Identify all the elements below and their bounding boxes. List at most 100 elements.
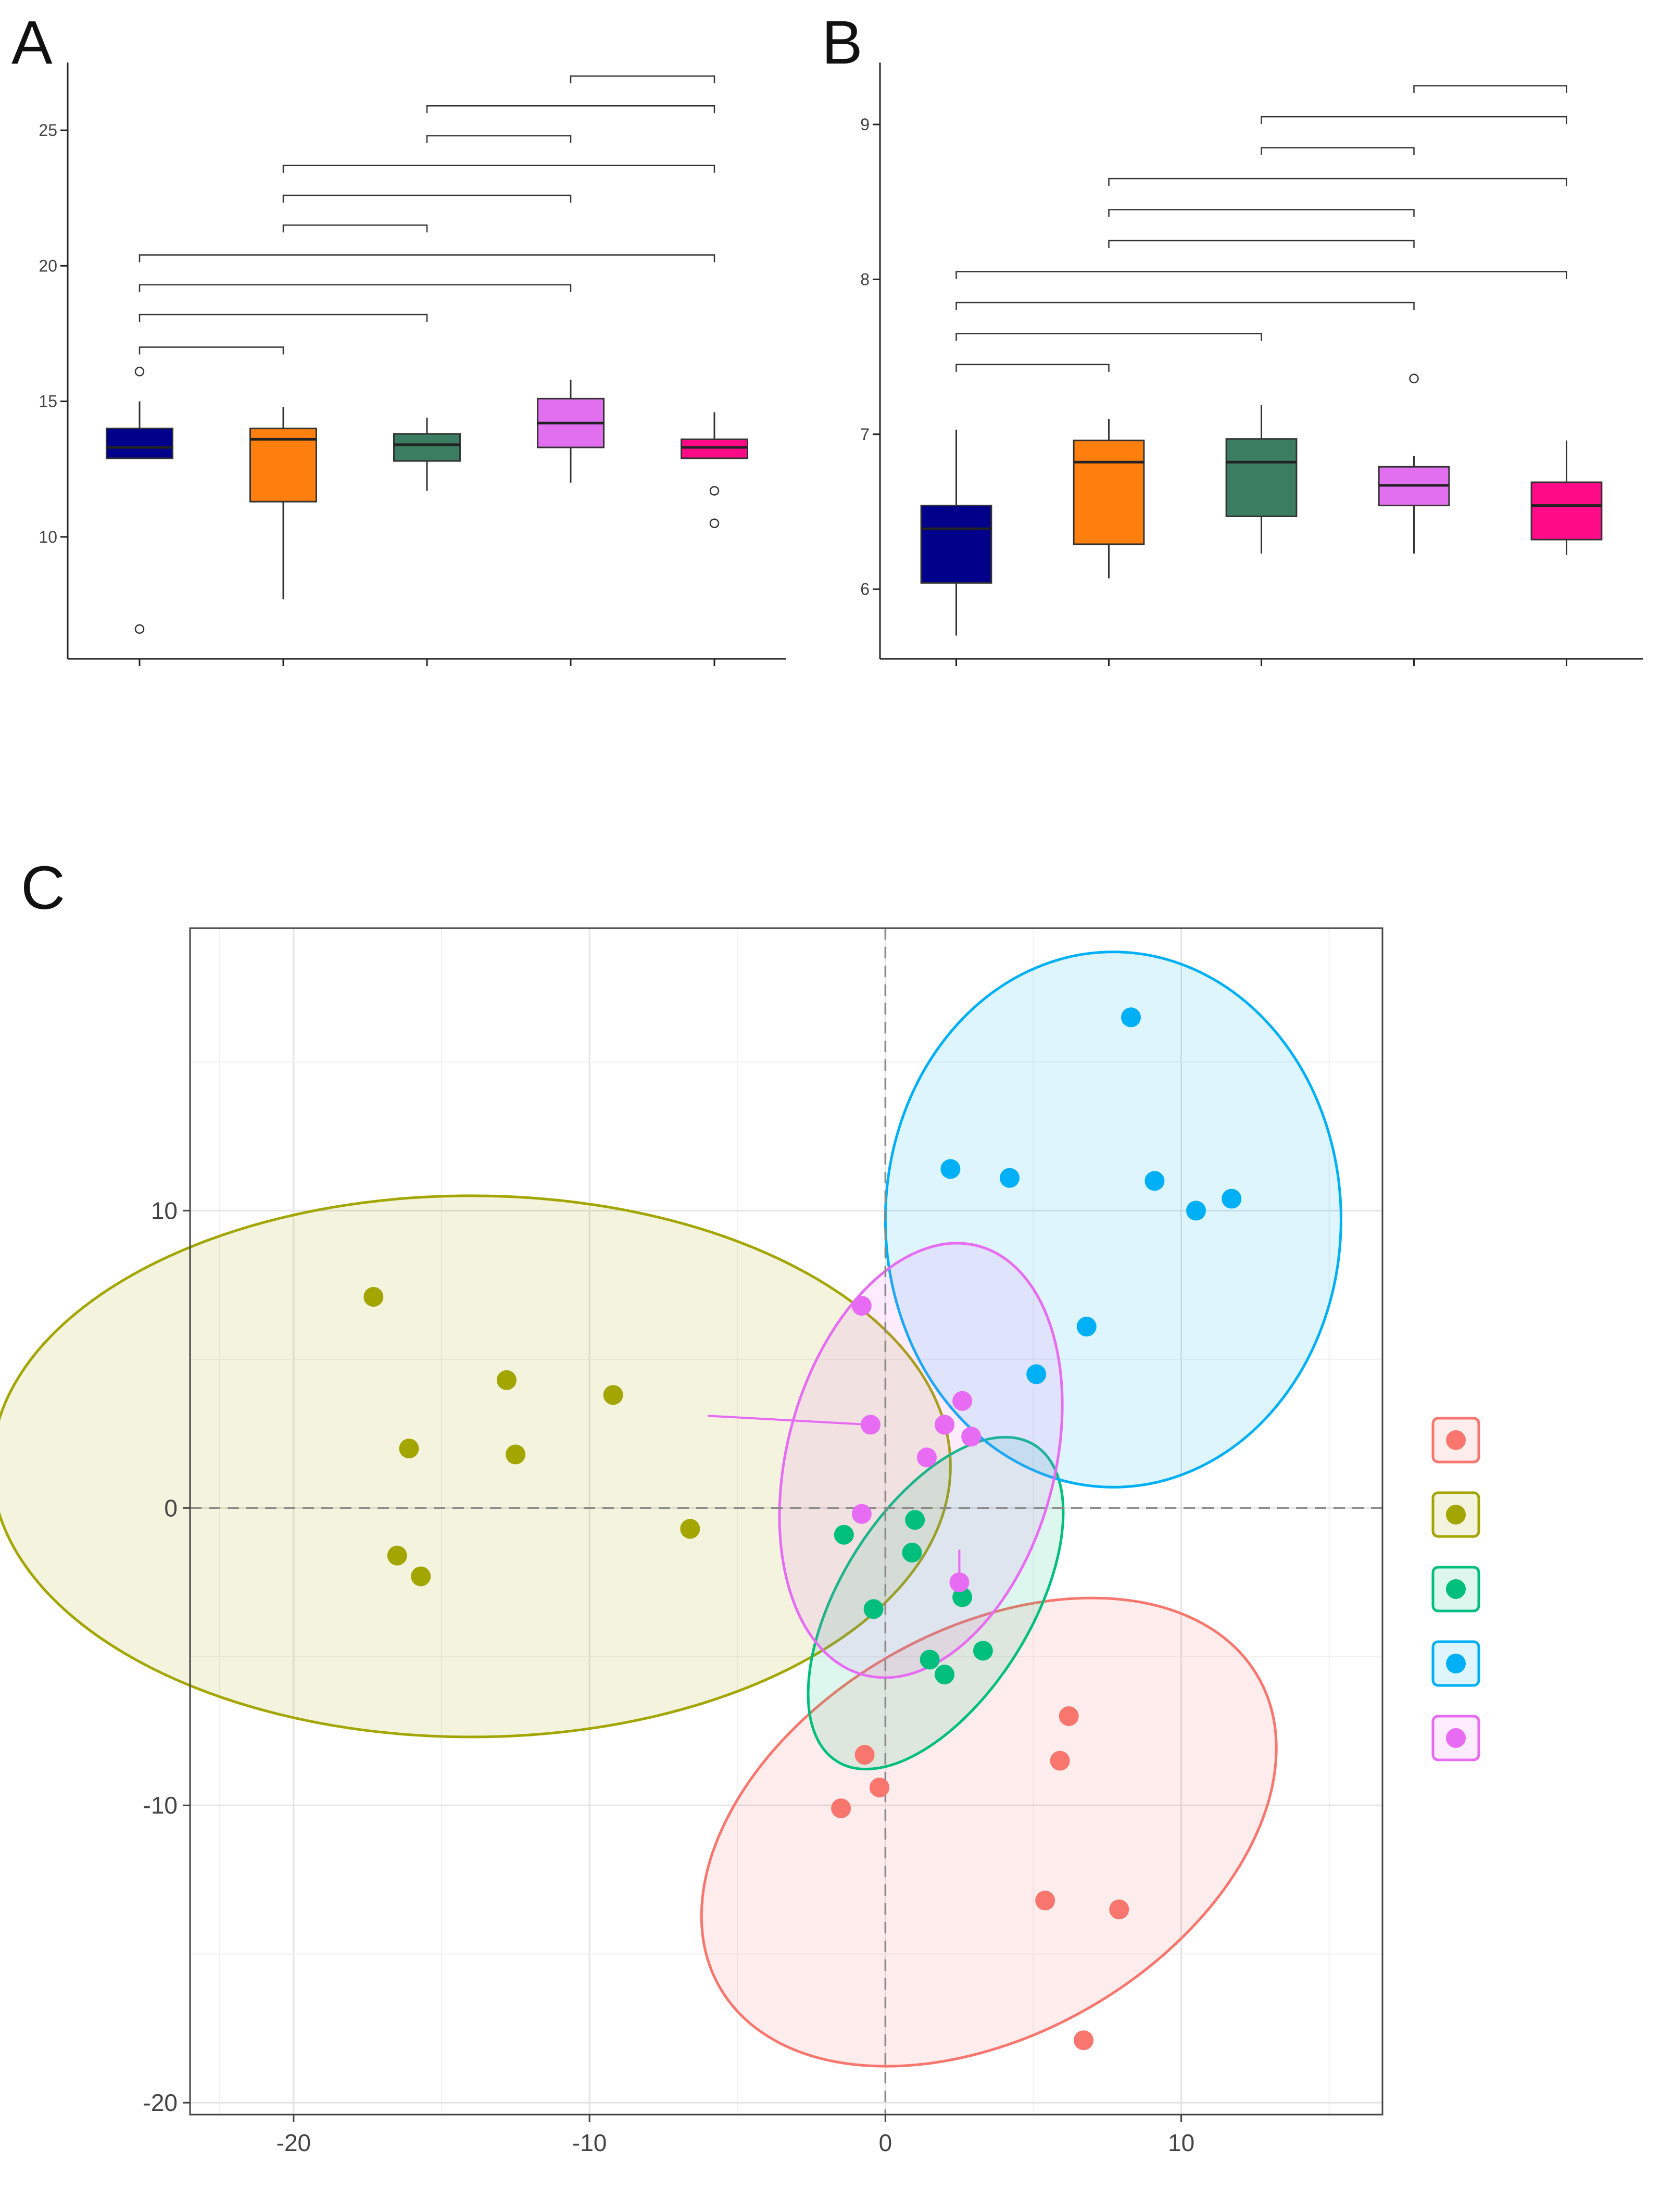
data-point-mp07: [920, 1649, 940, 1670]
legend-key-point-cn: [1446, 1430, 1466, 1450]
data-point-ck05: [506, 1444, 526, 1465]
data-point-ck01: [680, 1519, 700, 1539]
data-point-ckmp05: [1186, 1201, 1206, 1221]
comparison-bracket: [139, 284, 572, 292]
box-mp: [1225, 438, 1298, 517]
comparison-bracket: [139, 254, 715, 263]
data-point-mp02: [834, 1524, 854, 1545]
data-point-mp06: [935, 1665, 955, 1685]
comparison-bracket: [955, 271, 1567, 279]
comparison-bracket: [955, 302, 1415, 310]
comparison-bracket: [139, 314, 428, 322]
data-point-mp01: [863, 1599, 884, 1619]
plot-border: [189, 927, 1383, 2116]
box-ckmprbe: [681, 438, 748, 459]
data-point-ckmprbe05: [860, 1415, 880, 1435]
data-point-ckmp02: [940, 1159, 961, 1179]
comparison-bracket: [955, 364, 1110, 372]
data-point-ck07: [603, 1385, 623, 1405]
confidence-ellipse-mp: [807, 1435, 1065, 1771]
plot-background: [190, 928, 1382, 2115]
comparison-bracket: [1108, 209, 1415, 217]
data-point-mp03: [905, 1510, 925, 1530]
data-point-ckmprbe06: [851, 1296, 872, 1316]
data-point-ckmp01: [1076, 1317, 1097, 1337]
y-tick-label: 8: [860, 270, 870, 289]
box-ck: [1073, 440, 1145, 545]
outlier-point-cn: [134, 367, 145, 377]
y-tick-label: 0: [164, 1494, 178, 1521]
comparison-bracket: [955, 333, 1262, 341]
legend-key-point-ckmp: [1446, 1654, 1466, 1673]
data-point-ckmprbe03: [961, 1427, 982, 1447]
confidence-ellipse-cn: [700, 1596, 1278, 2068]
data-point-ckmprbe02: [952, 1391, 973, 1411]
y-tick-label: 7: [860, 425, 870, 444]
y-tick-label: 6: [860, 580, 870, 598]
comparison-bracket: [1108, 240, 1415, 248]
comparison-bracket: [1108, 178, 1567, 186]
x-tick-label: 0: [879, 2129, 892, 2156]
comparison-bracket: [139, 346, 284, 355]
outlier-point-cn: [134, 624, 145, 634]
data-point-mp05: [952, 1587, 973, 1607]
y-tick-label: 9: [860, 115, 870, 134]
x-tick-label: -20: [276, 2129, 311, 2156]
legend-key-point-ck: [1446, 1505, 1466, 1524]
data-point-ck06: [363, 1286, 384, 1307]
data-point-cn07: [854, 1745, 875, 1765]
comparison-bracket: [282, 165, 715, 173]
comparison-bracket: [1413, 85, 1567, 93]
box-cn: [920, 505, 992, 584]
data-point-ckmprbe07: [935, 1415, 955, 1435]
data-point-ck04: [387, 1545, 407, 1566]
data-point-cn08: [831, 1798, 851, 1818]
comparison-bracket: [570, 75, 715, 84]
comparison-bracket: [282, 194, 572, 203]
panel-letters: A B C: [11, 8, 863, 922]
data-point-ckmp07: [1026, 1364, 1047, 1384]
legend-key-point-ckmprbe: [1446, 1728, 1466, 1748]
data-point-ck08: [497, 1370, 517, 1390]
data-point-ck02: [411, 1566, 431, 1586]
box-ck: [249, 428, 317, 503]
panel-b-boxplot: 6 7 8 9: [860, 63, 1643, 666]
panel-label-b: B: [822, 8, 863, 77]
outlier-point-ckmp: [1409, 373, 1419, 383]
y-tick-label: -20: [143, 2089, 178, 2116]
comparison-bracket: [1261, 116, 1567, 124]
data-point-cn04: [1035, 1890, 1055, 1910]
y-tick-label: 10: [39, 528, 57, 546]
data-point-ckmp08: [1000, 1168, 1020, 1188]
comparison-bracket: [282, 224, 428, 233]
confidence-ellipse-ck: [0, 1194, 952, 1739]
data-point-cn03: [1109, 1899, 1129, 1920]
x-tick-label: -10: [572, 2129, 607, 2156]
data-point-mp04: [902, 1542, 922, 1563]
data-point-cn06: [869, 1777, 889, 1797]
data-point-ckmp03: [1121, 1007, 1141, 1028]
panel-label-c: C: [21, 854, 65, 922]
panel-label-a: A: [11, 8, 53, 77]
y-tick-label: 15: [39, 392, 57, 411]
comparison-bracket: [426, 105, 715, 114]
data-point-cn05: [1074, 2030, 1094, 2051]
comparison-bracket: [1261, 147, 1415, 155]
box-ckmprbe: [1530, 481, 1603, 541]
panel-a-boxplot: 10 15 20 25: [39, 63, 786, 666]
outlier-point-ckmprbe: [709, 486, 720, 496]
box-mp: [393, 433, 461, 462]
y-tick-label: -10: [143, 1792, 178, 1819]
y-tick-label: 20: [39, 256, 57, 275]
legend: [1431, 1417, 1480, 1761]
data-point-mp08: [973, 1641, 993, 1661]
legend-key-point-mp: [1446, 1579, 1466, 1599]
data-point-ckmprbe04: [916, 1447, 937, 1468]
data-point-ckmprbe08: [851, 1504, 872, 1524]
y-tick-label: 10: [151, 1197, 178, 1224]
comparison-bracket: [426, 135, 572, 143]
label-leader-line: [708, 1415, 871, 1426]
x-tick-label: 10: [1168, 2129, 1194, 2156]
data-point-ckmp06: [1144, 1171, 1165, 1191]
